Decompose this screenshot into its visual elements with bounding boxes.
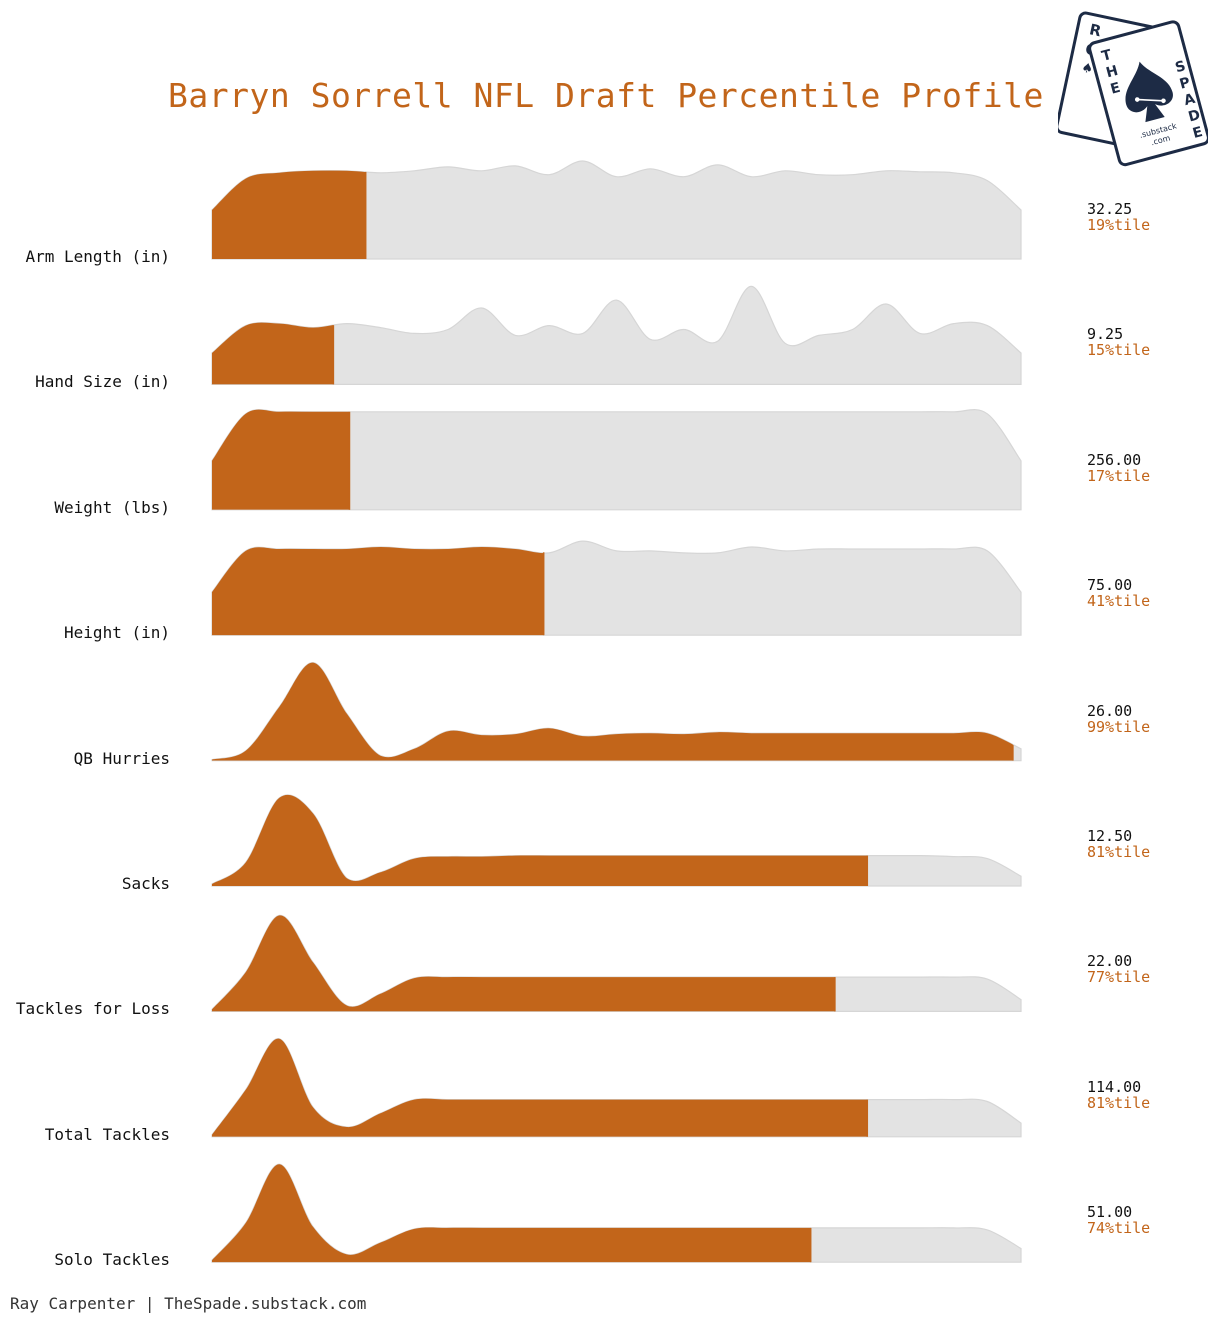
chart-title: Barryn Sorrell NFL Draft Percentile Prof… [168,76,1044,115]
spade-dot-left [1134,97,1140,102]
front-card-letter-d: D [1187,107,1202,125]
front-card-letter-t: T [1100,47,1114,65]
ridge-percentile-fill-height-in [212,547,544,636]
ridge-hand-size-in [211,285,1022,385]
ridge-qb-hurries [211,661,1022,762]
ridge-percentile-fill-total-tackles [212,1038,868,1137]
front-card-letter-a: A [1182,91,1197,109]
ridge-percentile-fill-arm-length-in [212,170,366,259]
metric-label-weight-lbs: Weight (lbs) [54,497,170,517]
metric-percentile-weight-lbs: 17%tile [1087,466,1151,485]
ridge-weight-lbs [211,409,1022,511]
back-card-spade-icon: ♠ [1080,60,1095,77]
metric-value-weight-lbs: 256.00 [1087,450,1142,469]
metric-value-qb-hurries: 26.00 [1087,701,1133,720]
ridge-height-in [211,540,1022,636]
front-card: T H E S P A D E .substack .com [1088,20,1208,167]
metric-value-height-in: 75.00 [1087,576,1133,595]
front-card-letter-s: S [1173,58,1187,76]
ridge-tackles-for-loss [211,914,1022,1012]
front-card-letter-p: P [1178,75,1192,93]
ridge-total-tackles [211,1038,1022,1138]
spade-icon [1125,61,1173,123]
metric-label-hand-size-in: Hand Size (in) [35,372,170,392]
front-card-letter-e2: E [1191,124,1204,142]
metric-label-arm-length-in: Arm Length (in) [25,247,171,266]
ridge-percentile-fill-sacks [212,794,868,886]
metric-percentile-arm-length-in: 19%tile [1087,216,1151,234]
metric-value-total-tackles: 114.00 [1087,1077,1142,1096]
metric-label-height-in: Height (in) [64,623,170,643]
ridge-percentile-fill-weight-lbs [212,409,350,510]
spade-dot-right [1161,98,1166,104]
ridge-percentile-fill-hand-size-in [212,322,334,385]
metric-percentile-tackles-for-loss: 77%tile [1087,968,1151,987]
metric-value-solo-tackles: 51.00 [1087,1203,1133,1222]
metric-value-arm-length-in: 32.25 [1087,200,1133,218]
ridge-percentile-fill-solo-tackles [212,1164,811,1263]
back-card-letter-1: R [1088,20,1103,40]
metric-percentile-sacks: 81%tile [1087,843,1151,861]
ridge-sacks [211,794,1022,887]
metric-percentile-height-in: 41%tile [1087,592,1151,611]
metric-percentile-total-tackles: 81%tile [1087,1093,1151,1112]
ridge-percentile-fill-tackles-for-loss [212,915,835,1012]
ridge-arm-length-in [211,160,1022,260]
ridge-percentile-fill-qb-hurries [212,662,1013,761]
ridge-background-hand-size-in [211,285,1022,385]
spade-line [1137,98,1164,102]
footer-credit: Ray Carpenter | TheSpade.substack.com [10,1294,367,1313]
metric-label-total-tackles: Total Tackles [44,1124,170,1144]
metric-label-tackles-for-loss: Tackles for Loss [15,999,170,1019]
metric-label-solo-tackles: Solo Tackles [54,1250,170,1270]
metric-label-sacks: Sacks [121,874,170,893]
front-card-letter-h: H [1104,63,1119,81]
metric-value-hand-size-in: 9.25 [1087,325,1124,344]
metric-percentile-solo-tackles: 74%tile [1087,1219,1151,1238]
metric-label-qb-hurries: QB Hurries [73,748,170,768]
ridge-background-arm-length-in [211,160,1022,260]
front-card-letter-e: E [1109,80,1122,98]
ridge-solo-tackles [211,1163,1022,1263]
metric-value-sacks: 12.50 [1087,827,1133,845]
the-spade-logo: R C ♠ T H E S P A D E .substack .com [1058,11,1208,167]
metric-percentile-qb-hurries: 99%tile [1087,717,1151,736]
metric-value-tackles-for-loss: 22.00 [1087,952,1133,971]
metric-percentile-hand-size-in: 15%tile [1087,341,1151,360]
